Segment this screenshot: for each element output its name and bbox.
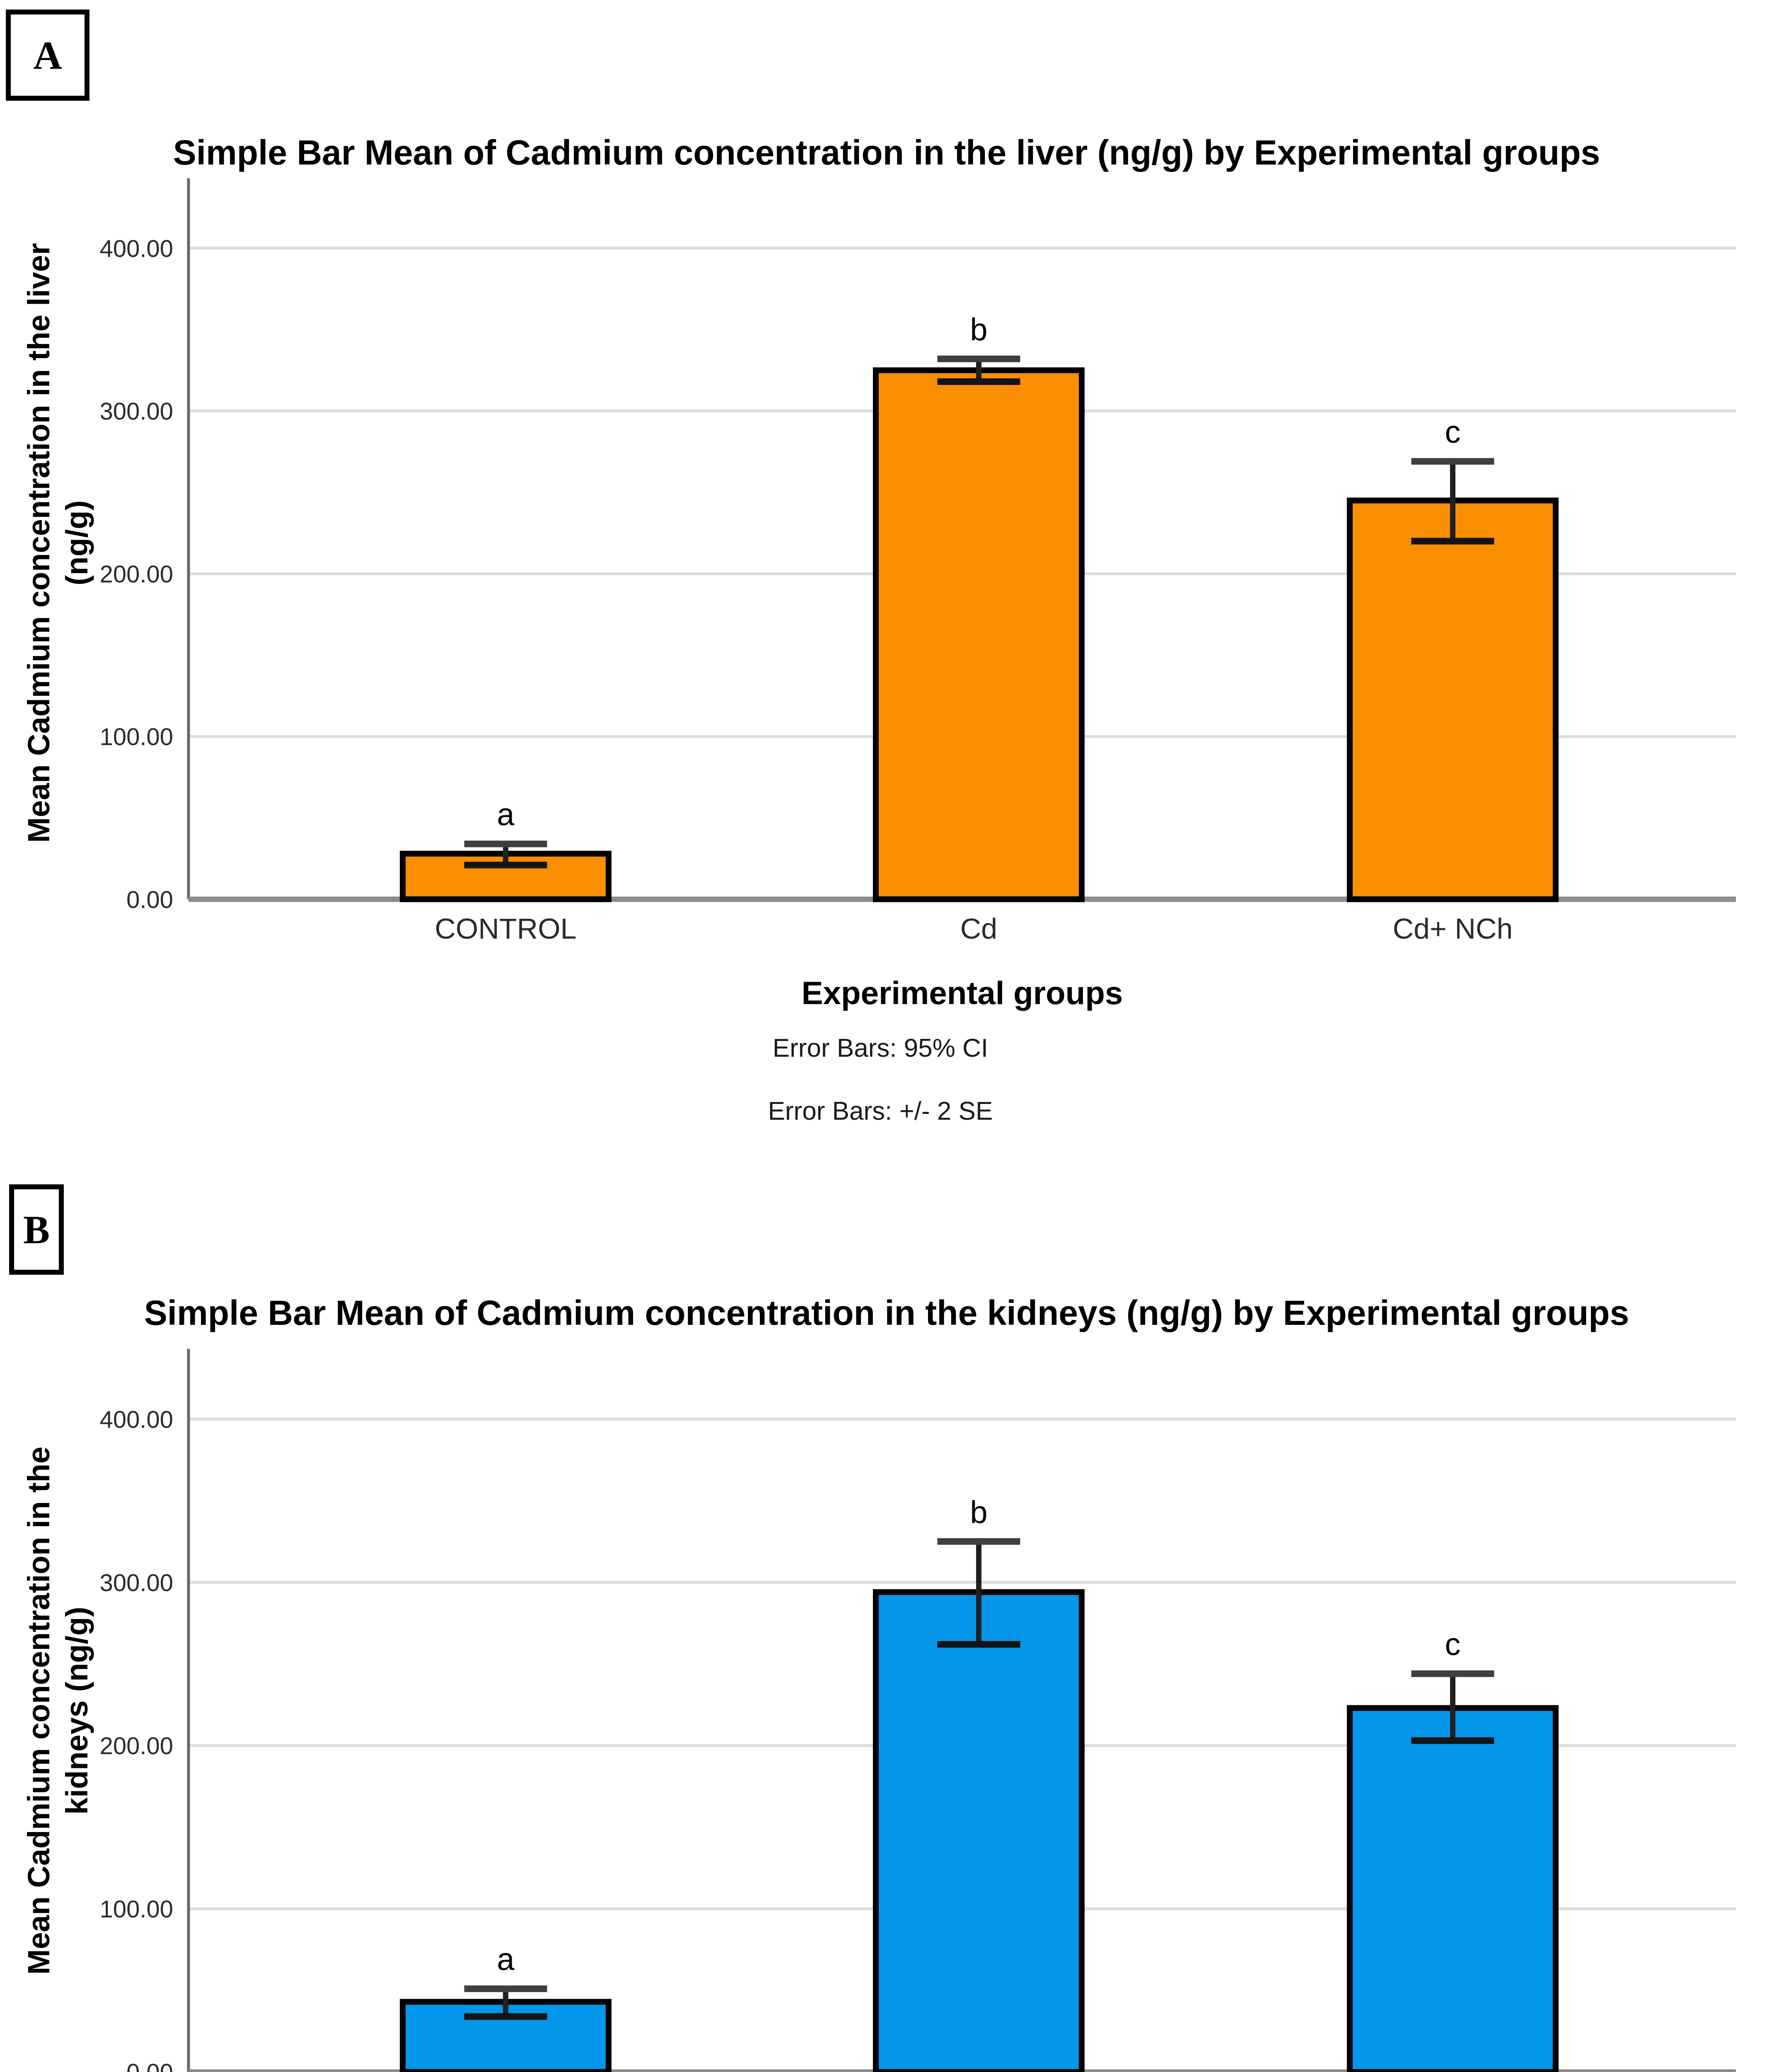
chart-a-sig-letter-0: a	[497, 797, 515, 832]
chart-a-footnote-ci: Error Bars: 95% CI	[772, 1034, 989, 1063]
chart-b-bar-cd-nch	[1347, 1705, 1559, 2072]
chart-b-bar-cd	[873, 1589, 1085, 2072]
chart-a-sig-letter-1: b	[970, 312, 987, 347]
chart-b-sig-letter-1: b	[970, 1495, 987, 1530]
chart-b-ytick-label-100: 100.00	[100, 1896, 173, 1923]
chart-b-ytick-label-400: 400.00	[100, 1406, 173, 1433]
chart-a-ytick-label-100: 100.00	[100, 724, 173, 750]
panel-b-box: B	[9, 1184, 64, 1275]
chart-a-ytick-label-300: 300.00	[100, 398, 173, 425]
panel-a-label: A	[33, 33, 62, 77]
chart-b-sig-letter-2: c	[1445, 1627, 1461, 1662]
chart-b-title: Simple Bar Mean of Cadmium concentration…	[144, 1293, 1629, 1332]
chart-b-ytick-label-300: 300.00	[100, 1569, 173, 1596]
chart-a-bar-cd	[873, 367, 1085, 902]
chart-b-sig-letter-0: a	[497, 1942, 515, 1977]
chart-a-category-label-0: CONTROL	[435, 913, 576, 945]
chart-a-footnote-se: Error Bars: +/- 2 SE	[768, 1097, 993, 1126]
chart-b-ytick-label-0: 0.00	[126, 2059, 173, 2072]
chart-a-sig-letter-2: c	[1445, 414, 1461, 450]
chart-a-ytick-label-0: 0.00	[126, 886, 173, 913]
chart-a-bar-cd-nch	[1347, 497, 1559, 902]
chart-a-category-label-2: Cd+ NCh	[1393, 913, 1513, 945]
panel-b-label: B	[23, 1207, 50, 1252]
chart-a-ytick-label-200: 200.00	[100, 561, 173, 588]
panel-a-box: A	[6, 10, 89, 101]
chart-a-category-label-1: Cd	[960, 913, 997, 945]
chart-a-ytick-label-400: 400.00	[100, 235, 173, 262]
chart-a-x-axis-title: Experimental groups	[801, 975, 1123, 1011]
chart-b-ytick-label-200: 200.00	[100, 1733, 173, 1760]
chart-a-title: Simple Bar Mean of Cadmium concentration…	[173, 133, 1600, 172]
